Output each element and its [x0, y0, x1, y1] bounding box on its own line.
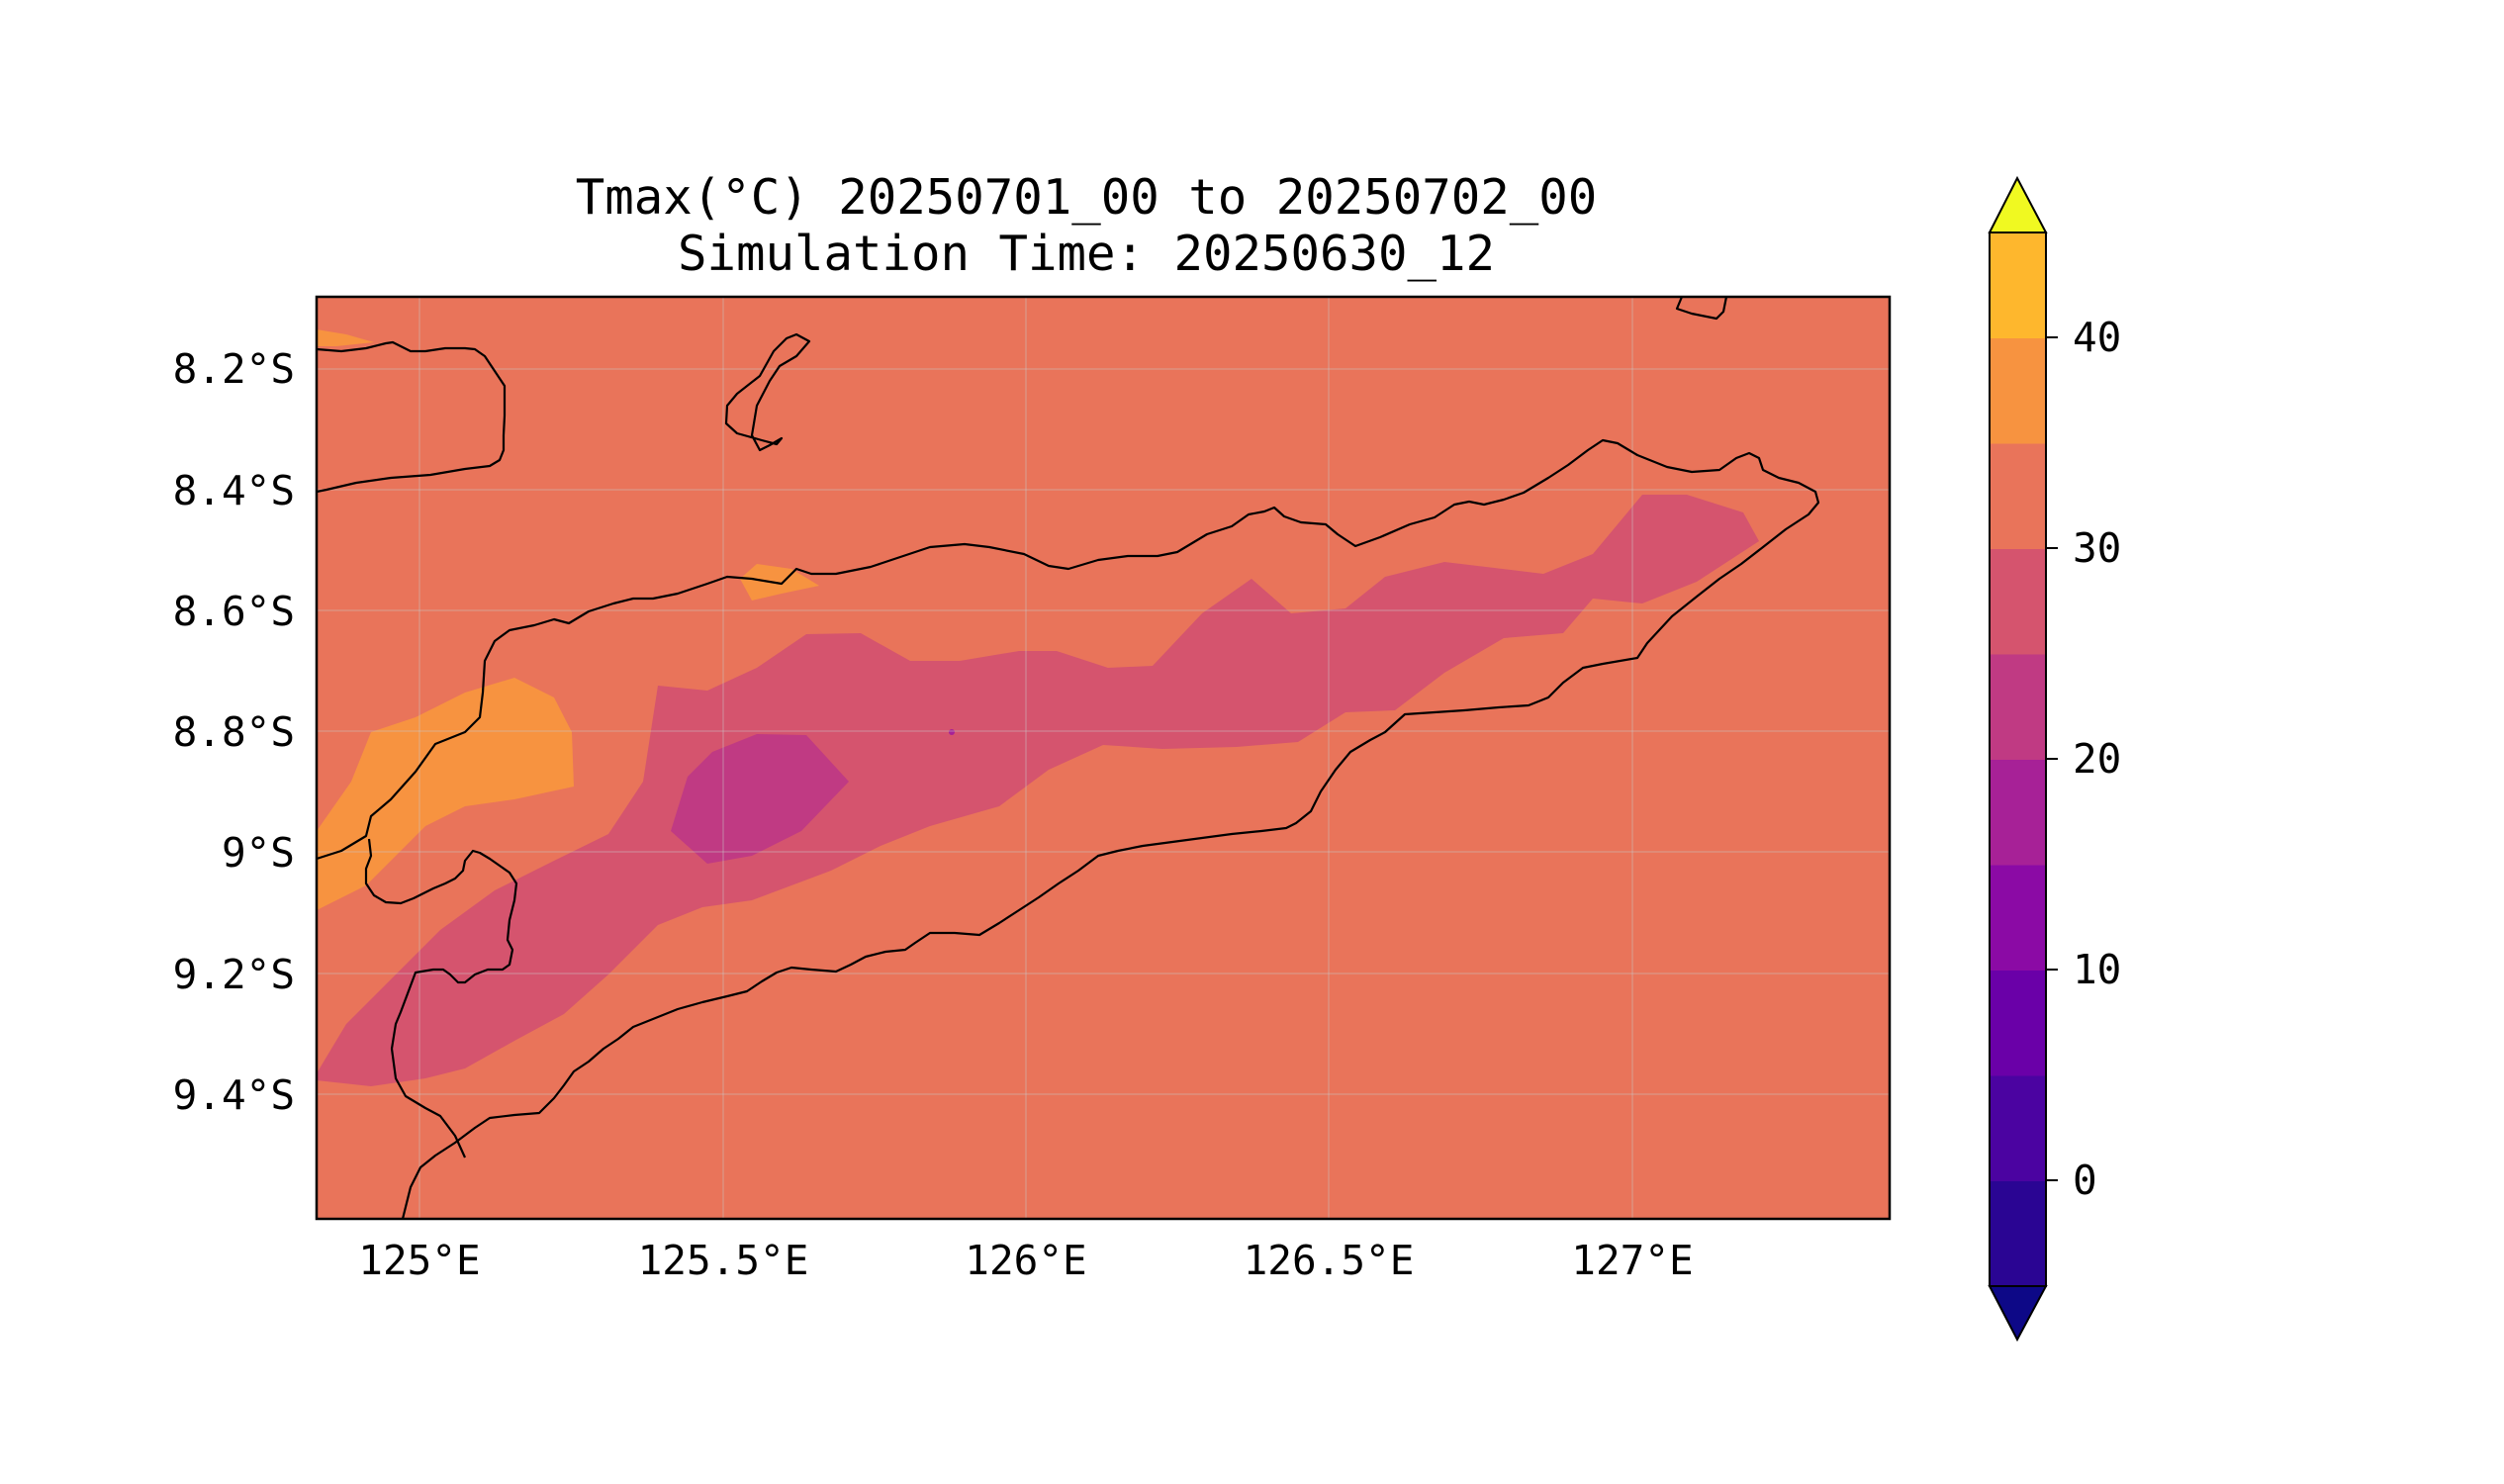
colorbar-segment [1990, 337, 2046, 444]
gridlines [317, 297, 1890, 1219]
coastline-timor [317, 438, 1820, 1219]
longitude-axis: 125°E 125.5°E 126°E 126.5°E 127°E [358, 1237, 1693, 1284]
coastline-enclave [364, 838, 518, 1159]
field-20-25-band [317, 495, 1759, 1086]
colorbar-segment [1990, 232, 2046, 338]
colorbar-segment [1990, 443, 2046, 549]
coastline-island-nw [317, 340, 507, 494]
colorbar-segment [1990, 970, 2046, 1076]
lon-tick-label: 126°E [965, 1237, 1086, 1284]
latitude-axis: 8.2°S 8.4°S 8.6°S 8.8°S 9°S 9.2°S 9.4°S [173, 345, 295, 1119]
colorbar-extend-min [1988, 1285, 2048, 1343]
colorbar-ticks [2046, 336, 2058, 1181]
colorbar-tick-label: 10 [2073, 946, 2121, 993]
field-30-35-west [317, 678, 574, 910]
coastlines [317, 297, 1820, 1219]
lon-tick-label: 125.5°E [638, 1237, 809, 1284]
colorbar-segment [1990, 548, 2046, 655]
lon-tick-label: 125°E [358, 1237, 480, 1284]
map-frame [315, 295, 1892, 1221]
colorbar-segment [1990, 1075, 2046, 1181]
colorbar-segments [1990, 232, 2046, 1287]
coastline-island-ne [1675, 297, 1728, 321]
field-30-35-nw [317, 329, 374, 346]
field-10-15-dot [949, 729, 955, 735]
colorbar-tick-label: 40 [2073, 314, 2121, 361]
colorbar: 0 10 20 30 40 [1988, 175, 2121, 1343]
colorbar-tick-label: 0 [2073, 1157, 2097, 1204]
colorbar-segment [1990, 759, 2046, 866]
field-background [317, 297, 1890, 1219]
lat-tick-label: 9°S [222, 829, 295, 877]
coastline-island-north [724, 332, 811, 452]
lon-tick-label: 127°E [1571, 1237, 1693, 1284]
map-subtitle: Simulation Time: 20250630_12 [678, 226, 1495, 282]
lat-tick-label: 8.2°S [173, 345, 295, 393]
map-title: Tmax(°C) 20250701_00 to 20250702_00 [576, 169, 1598, 226]
colorbar-tick-label: 20 [2073, 735, 2121, 783]
colorbar-segment [1990, 865, 2046, 971]
field-15-20-patch [671, 734, 849, 864]
lon-tick-label: 126.5°E [1244, 1237, 1415, 1284]
colorbar-tick-label: 30 [2073, 524, 2121, 572]
lat-tick-label: 9.2°S [173, 951, 295, 998]
lat-tick-label: 8.6°S [173, 588, 295, 635]
colorbar-segment [1990, 1180, 2046, 1287]
colorbar-segment [1990, 654, 2046, 760]
lat-tick-label: 8.8°S [173, 708, 295, 756]
lat-tick-label: 9.4°S [173, 1071, 295, 1119]
colorbar-extend-max [1988, 175, 2048, 233]
field-30-35-north [740, 564, 819, 601]
lat-tick-label: 8.4°S [173, 467, 295, 514]
map-area [317, 297, 1890, 1219]
